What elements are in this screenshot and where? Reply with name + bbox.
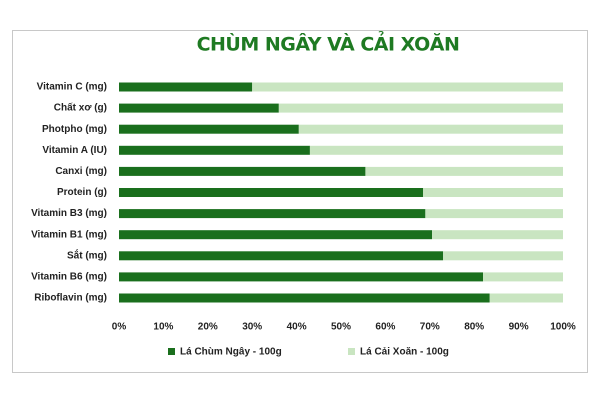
y-tick-label: Canxi (mg) [55,166,107,177]
y-tick-label: Sắt (mg) [67,248,107,261]
bar-segment [298,124,563,134]
bar-segment [119,272,484,282]
x-tick-label: 50% [331,322,351,333]
bar-segment [278,103,563,113]
legend-label: Lá Cải Xoăn - 100g [360,347,449,358]
bar-segment [119,251,444,261]
legend-swatch [168,348,175,355]
x-tick-label: 100% [550,322,576,333]
bar-segment [119,82,253,92]
y-tick-label: Chất xơ (g) [54,102,107,114]
bar-segment [432,230,563,240]
legend-swatch [348,348,355,355]
bar-segment [119,103,279,113]
bar-segment [119,209,426,219]
x-tick-label: 0% [112,322,127,333]
bar-segment [443,251,563,261]
x-tick-label: 10% [153,322,173,333]
y-tick-label: Vitamin C (mg) [37,82,107,93]
bar-segment [309,145,563,155]
bar-segment [423,188,563,197]
y-tick-label: Vitamin B6 (mg) [31,272,107,283]
bar-segment [119,145,310,155]
x-tick-label: 90% [509,322,529,333]
legend-label: Lá Chùm Ngây - 100g [180,347,282,358]
y-tick-label: Photpho (mg) [42,124,107,135]
x-tick-label: 70% [420,322,440,333]
x-tick-label: 20% [198,322,218,333]
chart-frame [12,30,588,373]
y-tick-label: Vitamin A (IU) [42,145,107,156]
y-tick-label: Riboflavin (mg) [34,293,107,304]
y-tick-label: Vitamin B3 (mg) [31,208,107,219]
bar-segment [119,230,433,240]
bar-segment [489,293,563,303]
bar-segment [119,293,490,303]
x-tick-label: 80% [464,322,484,333]
bar-segment [365,166,563,176]
bar-segment [119,188,424,197]
x-tick-label: 40% [287,322,307,333]
bar-segment [119,124,299,134]
bar-segment [425,209,563,219]
y-tick-label: Protein (g) [57,187,107,198]
y-tick-label: Vitamin B1 (mg) [31,229,107,240]
x-tick-label: 30% [242,322,262,333]
chart-title: CHÙM NGÂY VÀ CẢI XOĂN [197,31,460,56]
bar-segment [119,166,366,176]
bar-segment [483,272,563,282]
bar-segment [252,82,563,92]
x-tick-label: 60% [375,322,395,333]
